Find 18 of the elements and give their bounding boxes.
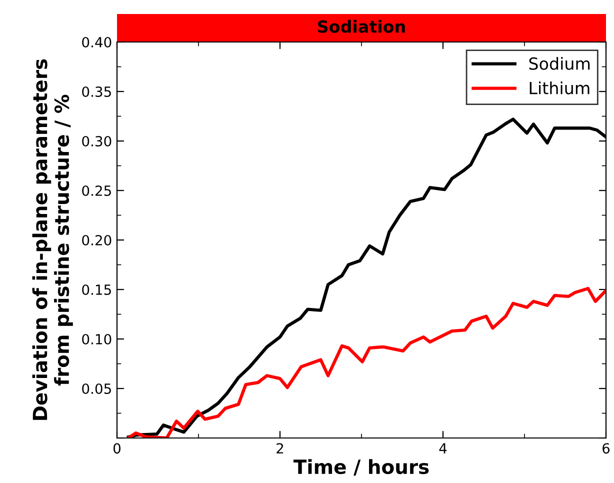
y-tick-label: 0.20 — [82, 234, 112, 246]
x-tick-label: 0 — [113, 443, 120, 454]
y-tick-label: 0.35 — [82, 86, 111, 97]
y-tick-label: 0.15 — [82, 284, 111, 295]
x-axis-title: Time / hours — [293, 459, 429, 476]
x-tick-label: 4 — [439, 443, 447, 454]
line-series — [126, 286, 606, 438]
y-tick-label: 0.10 — [82, 334, 112, 344]
y-tick-label: 0.05 — [82, 383, 111, 394]
legend-label: Lithium — [530, 81, 590, 94]
y-axis-title: Deviation of in-plane parameters from pristine structure / % — [32, 59, 73, 420]
chart-title: Sodiation — [318, 20, 405, 33]
y-tick-label: 0.30 — [82, 136, 112, 146]
y-tick-label: 0.40 — [82, 36, 112, 48]
x-tick-label: 6 — [602, 443, 610, 454]
y-tick-label: 0.25 — [82, 185, 111, 196]
legend-label: Sodium — [529, 57, 590, 70]
x-tick-label: 2 — [276, 443, 284, 454]
